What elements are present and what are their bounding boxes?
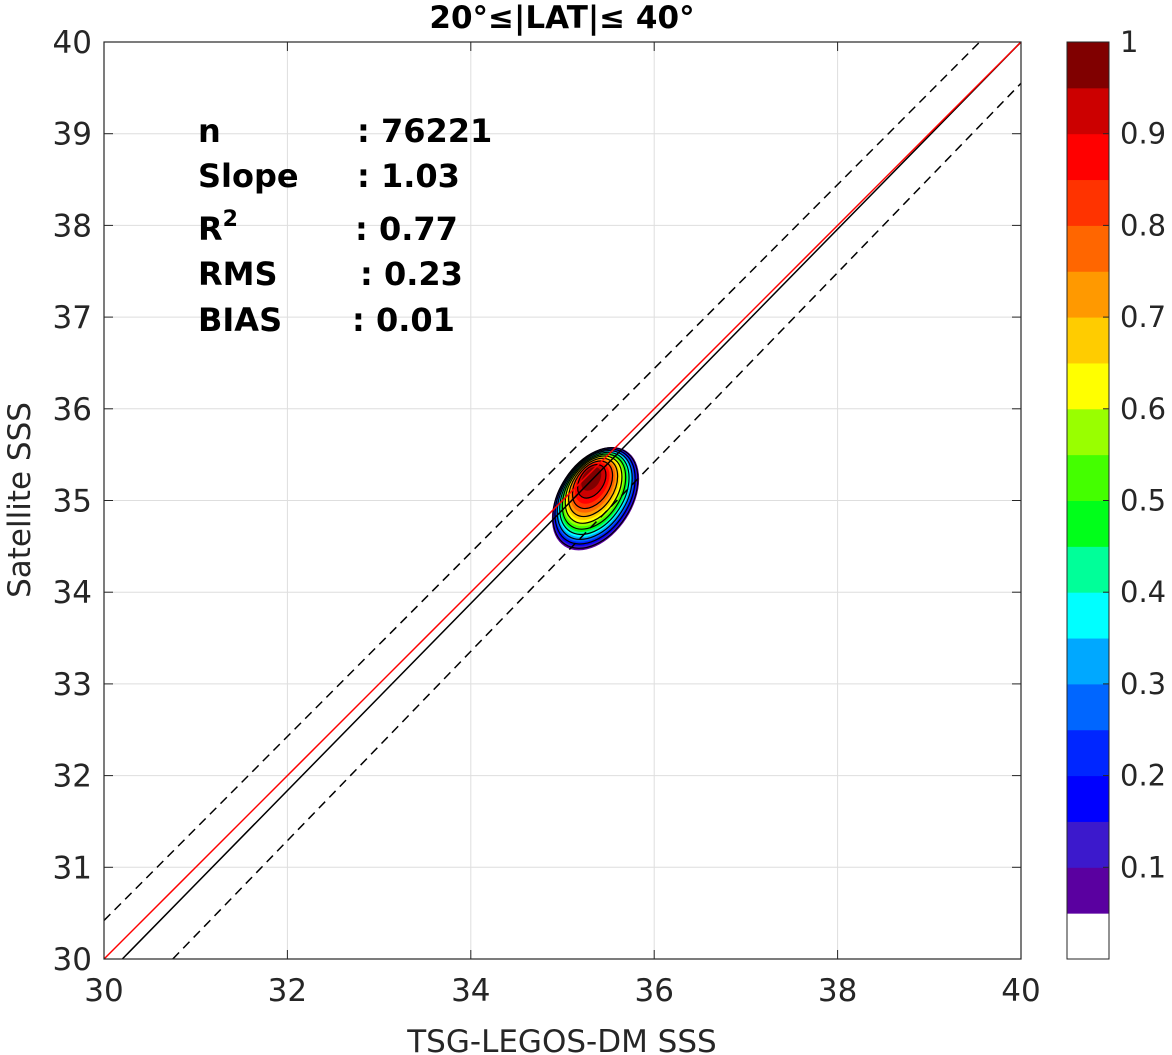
colorbar-segment bbox=[1067, 87, 1109, 135]
colorbar-tick-label: 0.3 bbox=[1120, 667, 1166, 701]
x-tick-label: 36 bbox=[634, 973, 673, 1009]
colorbar-segment bbox=[1067, 867, 1109, 914]
stat-label: n bbox=[198, 112, 221, 150]
x-tick-label: 30 bbox=[84, 973, 123, 1009]
stat-label: BIAS bbox=[198, 301, 282, 339]
y-tick-label: 33 bbox=[53, 667, 92, 703]
colorbar-tick-label: 0.7 bbox=[1120, 300, 1166, 334]
colorbar-tick-label: 0.2 bbox=[1120, 759, 1166, 793]
colorbar-segment bbox=[1067, 729, 1109, 777]
chart-title: 20°≤|LAT|≤ 40° bbox=[429, 0, 694, 36]
x-tick-label: 32 bbox=[268, 973, 307, 1009]
lower-bound-line bbox=[172, 82, 1021, 959]
colorbar-segment bbox=[1067, 546, 1109, 593]
stat-value: : 0.01 bbox=[352, 301, 455, 339]
colorbar-segment bbox=[1067, 775, 1109, 822]
colorbar-segment bbox=[1067, 683, 1109, 731]
grid-lines bbox=[104, 42, 1021, 959]
colorbar: 0.1 0.2 0.3 0.4 0.5 0.6 0.7 0.8 0.9 1 bbox=[1066, 25, 1166, 960]
stat-label: Slope bbox=[198, 157, 299, 195]
stat-value: : 0.23 bbox=[360, 255, 463, 293]
colorbar-segment bbox=[1067, 271, 1109, 318]
colorbar-segment bbox=[1067, 638, 1109, 685]
colorbar-tick-label: 0.8 bbox=[1120, 208, 1166, 242]
y-tick-label: 37 bbox=[53, 300, 92, 336]
x-tick-label: 40 bbox=[1001, 973, 1040, 1009]
colorbar-segment bbox=[1067, 592, 1109, 639]
colorbar-tick-label: 0.5 bbox=[1120, 484, 1166, 518]
stat-value: : 76221 bbox=[357, 112, 492, 150]
regression-line bbox=[104, 42, 1021, 959]
colorbar-tick-label: 1 bbox=[1120, 25, 1138, 59]
colorbar-tick-label: 0.9 bbox=[1120, 117, 1166, 151]
y-tick-label: 34 bbox=[53, 575, 92, 611]
reference-lines bbox=[104, 42, 1021, 959]
colorbar-segment bbox=[1067, 500, 1109, 547]
y-tick-label: 36 bbox=[53, 392, 92, 428]
colorbar-segment bbox=[1067, 913, 1109, 960]
x-tick-label: 34 bbox=[451, 973, 490, 1009]
colorbar-segment bbox=[1067, 454, 1109, 501]
colorbar-tick-label: 0.1 bbox=[1120, 850, 1166, 884]
colorbar-segment bbox=[1067, 362, 1109, 410]
y-tick-label: 31 bbox=[53, 850, 92, 886]
stat-value: : 0.77 bbox=[355, 210, 458, 248]
y-tick-label: 35 bbox=[53, 484, 92, 520]
colorbar-segment bbox=[1067, 317, 1109, 364]
y-tick-label: 38 bbox=[53, 208, 92, 244]
y-tick-label: 30 bbox=[53, 942, 92, 978]
x-axis-label: TSG-LEGOS-DM SSS bbox=[406, 1024, 716, 1055]
colorbar-segment bbox=[1067, 225, 1109, 272]
identity-line bbox=[121, 42, 1021, 959]
y-tick-label: 32 bbox=[53, 759, 92, 795]
y-tick-label: 39 bbox=[53, 117, 92, 153]
stat-value: : 1.03 bbox=[357, 157, 460, 195]
x-tick-label: 38 bbox=[818, 973, 857, 1009]
y-tick-label: 40 bbox=[53, 25, 92, 61]
colorbar-tick-label: 0.4 bbox=[1120, 575, 1166, 609]
colorbar-segment bbox=[1067, 133, 1109, 181]
colorbar-segment bbox=[1067, 408, 1109, 456]
axis-ticks: 30 32 34 36 38 40 30 31 32 33 34 35 36 37 38 39 40 bbox=[53, 25, 1041, 1009]
stat-label: RMS bbox=[198, 255, 278, 293]
colorbar-tick-label: 0.6 bbox=[1120, 392, 1166, 426]
density-contours bbox=[551, 446, 640, 551]
colorbar-segment bbox=[1067, 42, 1109, 89]
stat-label-superscript: 2 bbox=[223, 207, 238, 232]
colorbar-segment bbox=[1067, 821, 1109, 868]
colorbar-segment bbox=[1067, 179, 1109, 226]
y-axis-label: Satellite SSS bbox=[2, 402, 38, 598]
upper-bound-line bbox=[104, 42, 981, 922]
